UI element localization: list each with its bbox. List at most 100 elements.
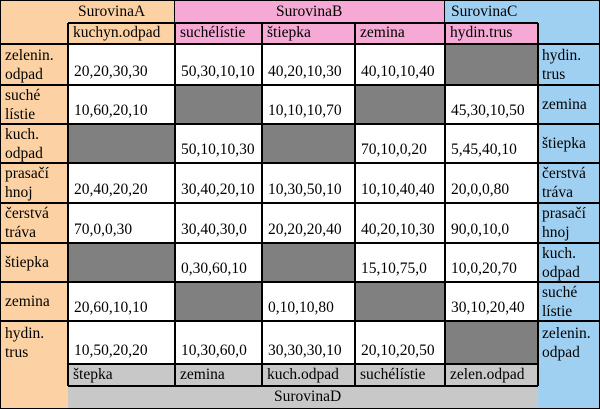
cell-value: 10,0,20,70 bbox=[451, 260, 517, 277]
top-right-blue-column-row bbox=[445, 23, 538, 44]
left-row-label: lístie bbox=[5, 106, 36, 123]
cell-value: 20,10,20,50 bbox=[361, 342, 435, 359]
right-row-label: prasačí bbox=[542, 205, 586, 222]
right-row-label: suché bbox=[542, 284, 578, 301]
grid-line-horizontal bbox=[0, 43, 600, 45]
grid-line-horizontal bbox=[0, 123, 600, 125]
right-row-label: trus bbox=[542, 66, 566, 83]
cell-value: 0,10,10,80 bbox=[268, 299, 334, 316]
data-cell: 50,30,10,10 bbox=[175, 44, 262, 85]
grid-line-vertical bbox=[261, 23, 263, 386]
cell-value: 20,20,20,40 bbox=[268, 221, 342, 238]
cell-value: 10,30,60,0 bbox=[181, 342, 247, 359]
top-column-label: štiepka bbox=[267, 24, 311, 41]
right-row-label: zelenin. bbox=[542, 325, 591, 342]
cell-value: 70,0,0,30 bbox=[74, 221, 133, 238]
data-cell: 20,20,20,40 bbox=[262, 203, 355, 243]
left-row-label: zemina bbox=[5, 293, 50, 310]
data-cell: 45,30,10,50 bbox=[445, 85, 538, 124]
data-cell: 20,40,20,20 bbox=[68, 163, 175, 203]
right-row-label: štiepka bbox=[542, 135, 586, 152]
left-row-label: prasačí bbox=[5, 165, 49, 182]
cell-value: 45,30,10,50 bbox=[451, 102, 525, 119]
cell-value: 50,10,10,30 bbox=[181, 141, 255, 158]
grid-line-horizontal bbox=[0, 281, 600, 283]
left-row-label: čerstvá bbox=[5, 205, 49, 222]
left-row-label: suché bbox=[5, 87, 41, 104]
data-cell: 20,60,10,10 bbox=[68, 282, 175, 321]
header-sep-ab bbox=[174, 0, 175, 23]
bottom-column-label: kuch.odpad bbox=[267, 366, 339, 383]
header-sep-bc bbox=[444, 0, 445, 23]
grid-line-vertical bbox=[444, 23, 446, 386]
data-cell: 40,20,10,30 bbox=[262, 44, 355, 85]
cell-value: 10,60,20,10 bbox=[74, 102, 148, 119]
cell-value: 10,10,40,40 bbox=[361, 181, 435, 198]
left-row-label: kuch. bbox=[5, 126, 40, 143]
grid-line-vertical bbox=[174, 23, 176, 386]
cell-value: 40,10,10,40 bbox=[361, 63, 435, 80]
bottom-left-orange-corner bbox=[0, 364, 68, 409]
empty-cell bbox=[445, 44, 538, 85]
right-row-label: tráva bbox=[542, 184, 573, 201]
bottom-column-label: zelen.odpad bbox=[450, 366, 525, 383]
data-cell: 15,10,75,0 bbox=[355, 243, 445, 282]
header-surovinaD: SurovinaD bbox=[274, 388, 342, 405]
right-row-label: zemina bbox=[542, 96, 587, 113]
cell-value: 30,40,20,10 bbox=[181, 181, 255, 198]
data-cell: 0,30,60,10 bbox=[175, 243, 262, 282]
header-surovinaC: SurovinaC bbox=[451, 3, 518, 20]
empty-cell bbox=[68, 124, 175, 163]
frame-left bbox=[0, 0, 1, 409]
left-row-label: hydin. bbox=[5, 325, 45, 342]
empty-cell bbox=[445, 321, 538, 364]
empty-cell bbox=[355, 282, 445, 321]
empty-cell bbox=[355, 85, 445, 124]
data-cell: 20,10,20,50 bbox=[355, 321, 445, 364]
bottom-column-label: štepka bbox=[73, 366, 113, 383]
grid-line-vertical bbox=[537, 23, 539, 386]
empty-cell bbox=[262, 243, 355, 282]
data-cell: 30,10,20,40 bbox=[445, 282, 538, 321]
empty-cell bbox=[262, 124, 355, 163]
data-cell: 50,10,10,30 bbox=[175, 124, 262, 163]
bottom-row-gray-band bbox=[68, 364, 538, 386]
empty-cell bbox=[175, 85, 262, 124]
data-cell: 90,0,10,0 bbox=[445, 203, 538, 243]
data-cell: 10,30,60,0 bbox=[175, 321, 262, 364]
right-row-label: odpad bbox=[542, 344, 580, 361]
cell-value: 20,60,10,10 bbox=[74, 299, 148, 316]
cell-value: 70,10,0,20 bbox=[361, 141, 427, 158]
grid-line-horizontal bbox=[0, 242, 600, 244]
grid-line-horizontal bbox=[0, 84, 600, 86]
bottom-column-label: suchélístie bbox=[360, 366, 426, 383]
cell-value: 30,30,30,10 bbox=[268, 342, 342, 359]
data-cell: 10,30,50,10 bbox=[262, 163, 355, 203]
cell-value: 30,10,20,40 bbox=[451, 299, 525, 316]
data-cell: 30,30,30,10 bbox=[262, 321, 355, 364]
left-row-label: štiepka bbox=[5, 254, 49, 271]
left-row-label: hnoj bbox=[5, 184, 33, 201]
grid-line-horizontal bbox=[0, 162, 600, 164]
cell-value: 40,20,10,30 bbox=[268, 63, 342, 80]
cell-value: 0,30,60,10 bbox=[181, 260, 247, 277]
top-column-label: hydin.trus bbox=[450, 24, 513, 41]
cell-value: 30,40,30,0 bbox=[181, 221, 247, 238]
cell-value: 20,0,0,80 bbox=[451, 181, 510, 198]
right-row-label: hnoj bbox=[542, 224, 570, 241]
right-row-label: kuch. bbox=[542, 245, 577, 262]
grid-line-horizontal bbox=[0, 320, 600, 322]
left-row-label: trus bbox=[5, 344, 29, 361]
cell-value: 20,20,30,30 bbox=[74, 63, 148, 80]
frame-top bbox=[0, 0, 600, 1]
data-cell: 20,20,30,30 bbox=[68, 44, 175, 85]
cell-value: 10,10,10,70 bbox=[268, 102, 342, 119]
empty-cell bbox=[68, 243, 175, 282]
left-row-label: zelenin. bbox=[5, 47, 54, 64]
data-cell: 5,45,40,10 bbox=[445, 124, 538, 163]
cell-value: 90,0,10,0 bbox=[451, 221, 510, 238]
top-column-label: zemina bbox=[360, 24, 405, 41]
data-cell: 10,60,20,10 bbox=[68, 85, 175, 124]
right-row-label: odpad bbox=[542, 264, 580, 281]
data-cell: 10,50,20,20 bbox=[68, 321, 175, 364]
